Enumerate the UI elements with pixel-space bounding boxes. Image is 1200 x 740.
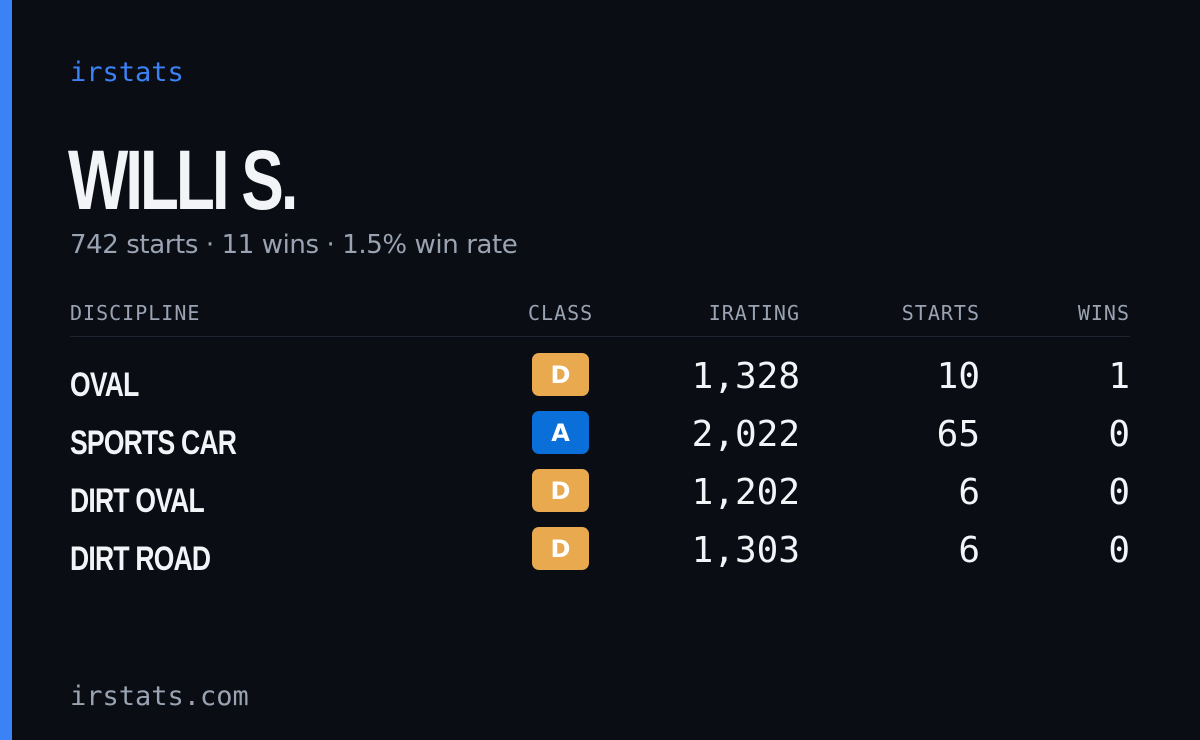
stats-table: DISCIPLINE CLASS IRATING STARTS WINS OVA… <box>70 298 1130 585</box>
driver-summary: 742 starts · 11 wins · 1.5% win rate <box>70 230 518 260</box>
driver-name: WILLI S. <box>68 133 299 227</box>
irating-value: 1,328 <box>691 356 800 397</box>
class-badge: A <box>532 411 589 454</box>
table-body: OVAL D 1,328 10 1 SPORTS CAR A 2,022 65 … <box>70 353 1130 585</box>
starts-value: 10 <box>936 356 980 397</box>
class-badge: D <box>532 353 589 396</box>
header-class: CLASS <box>528 301 594 325</box>
discipline-label: OVAL <box>70 366 139 404</box>
irating-value: 2,022 <box>691 414 800 455</box>
class-badge: D <box>532 527 589 570</box>
table-row: DIRT ROAD D 1,303 6 0 <box>70 527 1130 585</box>
discipline-label: SPORTS CAR <box>70 424 237 462</box>
starts-value: 65 <box>936 414 980 455</box>
footer-url[interactable]: irstats.com <box>70 681 249 712</box>
wins-value: 0 <box>1108 472 1130 513</box>
accent-bar <box>0 0 12 740</box>
starts-value: 6 <box>958 530 980 571</box>
header-starts: STARTS <box>901 301 980 325</box>
wins-value: 0 <box>1108 530 1130 571</box>
starts-value: 6 <box>958 472 980 513</box>
brand-logo[interactable]: irstats <box>70 57 184 88</box>
table-row: OVAL D 1,328 10 1 <box>70 353 1130 411</box>
wins-value: 1 <box>1108 356 1130 397</box>
table-row: DIRT OVAL D 1,202 6 0 <box>70 469 1130 527</box>
irating-value: 1,303 <box>691 530 800 571</box>
header-wins: WINS <box>1077 301 1130 325</box>
header-discipline: DISCIPLINE <box>70 301 201 325</box>
discipline-label: DIRT ROAD <box>70 540 211 578</box>
header-irating: IRATING <box>708 301 800 325</box>
discipline-label: DIRT OVAL <box>70 482 205 520</box>
class-badge: D <box>532 469 589 512</box>
irating-value: 1,202 <box>691 472 800 513</box>
table-header: DISCIPLINE CLASS IRATING STARTS WINS <box>70 298 1130 337</box>
table-row: SPORTS CAR A 2,022 65 0 <box>70 411 1130 469</box>
wins-value: 0 <box>1108 414 1130 455</box>
